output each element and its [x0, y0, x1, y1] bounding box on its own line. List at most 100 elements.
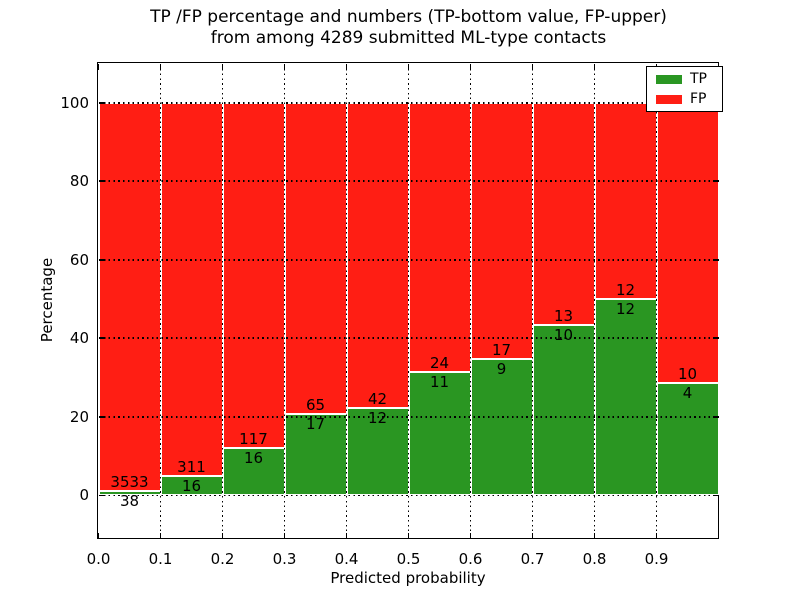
- x-tick-bottom: [221, 532, 224, 539]
- gridline-vertical: [407, 63, 410, 539]
- x-tick-label: 0.0: [86, 550, 111, 568]
- y-tick-left: [98, 494, 105, 497]
- legend-item-fp: FP: [656, 92, 722, 106]
- x-tick-top: [97, 63, 100, 70]
- x-tick-bottom: [655, 532, 658, 539]
- gridline-vertical: [345, 63, 348, 539]
- bar-segment-fp: [470, 102, 533, 360]
- bar-segment-fp: [284, 102, 347, 414]
- x-tick-label: 0.1: [148, 550, 173, 568]
- y-tick-right: [712, 494, 719, 497]
- y-tick-label: 20: [69, 407, 89, 426]
- bar-segment-fp: [222, 102, 285, 449]
- legend-swatch-tp: [656, 74, 682, 84]
- bar-label-fp: 13: [553, 306, 574, 325]
- bar-label-tp: 12: [367, 409, 388, 428]
- bar-label-fp: 117: [239, 430, 268, 449]
- bar-label-tp: 17: [305, 414, 326, 433]
- bar-label-fp: 12: [615, 281, 636, 300]
- bar-segment-fp: [594, 102, 657, 300]
- legend-box: TP FP: [646, 66, 723, 112]
- gridline-vertical: [531, 63, 534, 539]
- x-tick-top: [345, 63, 348, 70]
- bar-label-tp: 16: [181, 477, 202, 496]
- x-tick-label: 0.8: [582, 550, 607, 568]
- bar-label-fp: 65: [305, 395, 326, 414]
- bar-label-tp: 12: [615, 300, 636, 319]
- legend-swatch-fp: [656, 94, 682, 104]
- gridline-vertical: [593, 63, 596, 539]
- x-tick-label: 0.4: [334, 550, 359, 568]
- x-tick-label: 0.7: [520, 550, 545, 568]
- bar-segment-fp: [160, 102, 223, 477]
- bar-segment-fp: [532, 102, 595, 325]
- bar-label-tp: 10: [553, 325, 574, 344]
- bar-segment-tp: [222, 448, 285, 496]
- y-tick-left: [98, 180, 105, 183]
- x-tick-bottom: [283, 532, 286, 539]
- bar-segment-tp: [594, 299, 657, 496]
- bar-segment-tp: [656, 383, 719, 496]
- gridline-vertical: [221, 63, 224, 539]
- gridline-vertical: [283, 63, 286, 539]
- bar-label-fp: 10: [677, 365, 698, 384]
- x-tick-label: 0.2: [210, 550, 235, 568]
- y-tick-right: [712, 416, 719, 418]
- x-tick-bottom: [469, 532, 472, 539]
- bar-label-fp: 3533: [110, 473, 149, 492]
- y-tick-left: [98, 101, 105, 104]
- x-tick-top: [159, 63, 162, 70]
- bar-label-fp: 17: [491, 341, 512, 360]
- legend-item-tp: TP: [656, 72, 722, 86]
- y-tick-label: 80: [69, 172, 89, 191]
- x-tick-top: [407, 63, 410, 70]
- legend-label: TP: [690, 71, 707, 87]
- y-tick-label: 60: [69, 250, 89, 269]
- x-tick-bottom: [97, 532, 100, 539]
- x-tick-bottom: [593, 532, 596, 539]
- x-tick-label: 0.6: [458, 550, 483, 568]
- gridline-vertical: [159, 63, 162, 539]
- x-tick-top: [531, 63, 534, 70]
- bar-segment-tp: [532, 324, 595, 496]
- bar-segment-fp: [656, 102, 719, 384]
- x-tick-top: [593, 63, 596, 70]
- bar-label-tp: 11: [429, 372, 450, 391]
- bar-segment-fp: [98, 102, 161, 492]
- x-tick-bottom: [407, 532, 410, 539]
- bar-label-tp: 9: [496, 360, 507, 379]
- chart-title-line2: from among 4289 submitted ML-type contac…: [210, 28, 607, 48]
- y-tick-left: [98, 337, 105, 340]
- y-tick-right: [712, 337, 719, 340]
- bar-label-fp: 42: [367, 390, 388, 409]
- x-axis-label: Predicted probability: [330, 569, 486, 587]
- x-tick-top: [283, 63, 286, 70]
- bar-label-fp: 311: [177, 458, 206, 477]
- x-tick-top: [221, 63, 224, 70]
- y-tick-left: [98, 416, 105, 418]
- legend-label: FP: [690, 91, 707, 107]
- y-tick-label: 0: [79, 486, 89, 505]
- bar-segment-fp: [346, 102, 409, 409]
- y-tick-left: [98, 258, 105, 261]
- bar-segment-fp: [408, 102, 471, 372]
- bar-label-fp: 24: [429, 353, 450, 372]
- y-axis-label: Percentage: [38, 257, 56, 343]
- y-tick-label: 40: [69, 329, 89, 348]
- gridline-vertical: [655, 63, 658, 539]
- x-tick-top: [469, 63, 472, 70]
- y-tick-label: 100: [60, 93, 89, 112]
- x-tick-label: 0.3: [272, 550, 297, 568]
- x-tick-bottom: [531, 532, 534, 539]
- x-tick-label: 0.9: [644, 550, 669, 568]
- chart-title: TP /FP percentage and numbers (TP-bottom…: [97, 7, 720, 49]
- x-tick-label: 0.5: [396, 550, 421, 568]
- y-tick-right: [712, 180, 719, 183]
- x-tick-bottom: [159, 532, 162, 539]
- bar-label-tp: 16: [243, 449, 264, 468]
- bar-label-tp: 4: [682, 384, 693, 403]
- bar-segment-tp: [470, 359, 533, 496]
- chart-title-line1: TP /FP percentage and numbers (TP-bottom…: [150, 7, 667, 27]
